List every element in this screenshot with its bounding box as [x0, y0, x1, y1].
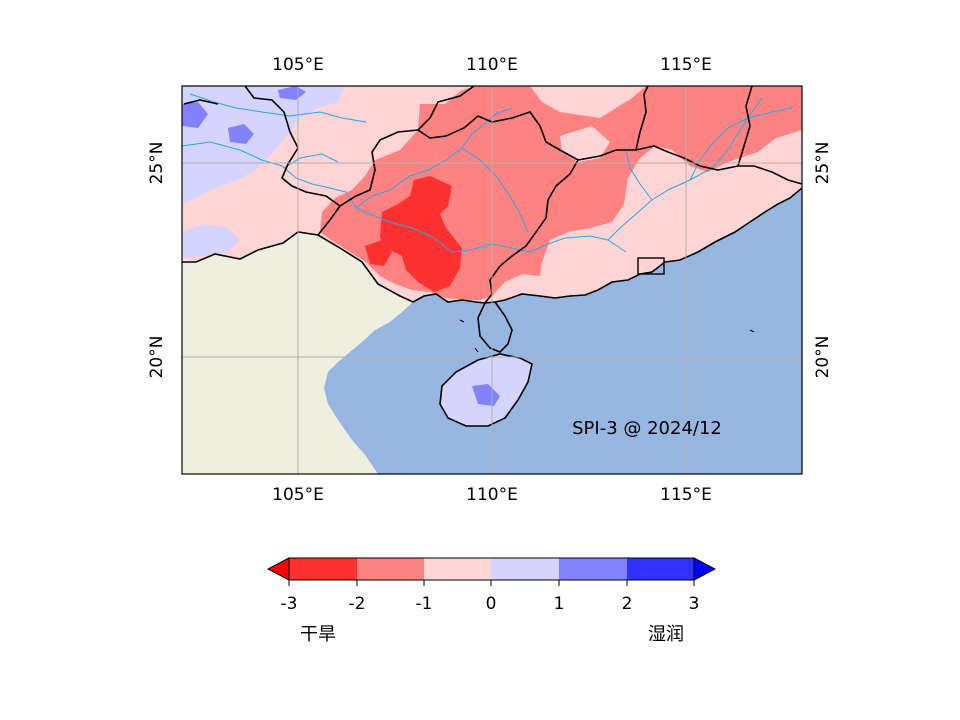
colorbar-wet-label: 湿润 — [648, 624, 684, 645]
colorbar-dry-label: 干旱 — [300, 624, 336, 645]
lon-tick-label: 105°E — [272, 485, 324, 505]
lat-ticks-left: 25°N 20°N — [147, 142, 167, 379]
colorbar-bin — [627, 558, 694, 580]
hong-kong-box — [637, 257, 665, 275]
colorbar-tick-marks — [288, 580, 695, 586]
colorbar-bin — [357, 558, 424, 580]
spi-dry-severe-core-1 — [380, 176, 462, 292]
rivers — [182, 93, 793, 253]
lat-tick-label: 25°N — [147, 142, 167, 185]
coastal-islands — [459, 319, 755, 353]
spi-mild-pocket — [560, 126, 610, 162]
lon-tick-label: 110°E — [466, 485, 518, 505]
gridlines — [182, 86, 802, 474]
colorbar-extend-high — [693, 557, 717, 581]
colorbar: -3 -2 -1 0 1 2 3 干旱 湿润 — [266, 557, 717, 645]
colorbar-tick-label: 3 — [689, 594, 700, 614]
lat-tick-label: 20°N — [813, 336, 833, 379]
colorbar-bin — [424, 558, 491, 580]
lat-tick-label: 25°N — [813, 142, 833, 185]
colorbar-tick-label: 2 — [622, 594, 633, 614]
spi-wet-nw — [182, 86, 345, 204]
lon-tick-label: 115°E — [660, 55, 712, 75]
map-panel: SPI-3 @ 2024/12 — [182, 86, 802, 474]
hainan-wet-core — [472, 384, 500, 406]
lat-ticks-right: 25°N 20°N — [813, 142, 833, 379]
colorbar-tick-label: -3 — [281, 594, 298, 614]
boundaries — [182, 86, 802, 427]
colorbar-tick-label: 0 — [486, 594, 497, 614]
spi-wet-sw — [182, 224, 240, 258]
lon-ticks-bottom: 105°E 110°E 115°E — [272, 485, 712, 505]
map-frame — [181, 85, 803, 475]
lon-ticks-top: 105°E 110°E 115°E — [272, 55, 712, 75]
lon-tick-label: 105°E — [272, 55, 324, 75]
spi-dry-severe-core-2 — [365, 240, 392, 266]
colorbar-bin — [491, 558, 559, 580]
spi-wet-blob-2 — [228, 124, 254, 144]
spi-wet-blob-3 — [278, 86, 306, 100]
colorbar-tick-label: 1 — [554, 594, 565, 614]
spi-wet-blob-1 — [182, 102, 208, 128]
lat-tick-label: 20°N — [147, 336, 167, 379]
lon-tick-label: 115°E — [660, 485, 712, 505]
colorbar-bin — [289, 558, 357, 580]
colorbar-tick-label: -1 — [416, 594, 433, 614]
map-annotation: SPI-3 @ 2024/12 — [572, 418, 722, 439]
colorbar-tick-label: -2 — [349, 594, 366, 614]
lon-tick-label: 110°E — [466, 55, 518, 75]
colorbar-bin — [559, 558, 627, 580]
colorbar-extend-low — [266, 557, 290, 581]
